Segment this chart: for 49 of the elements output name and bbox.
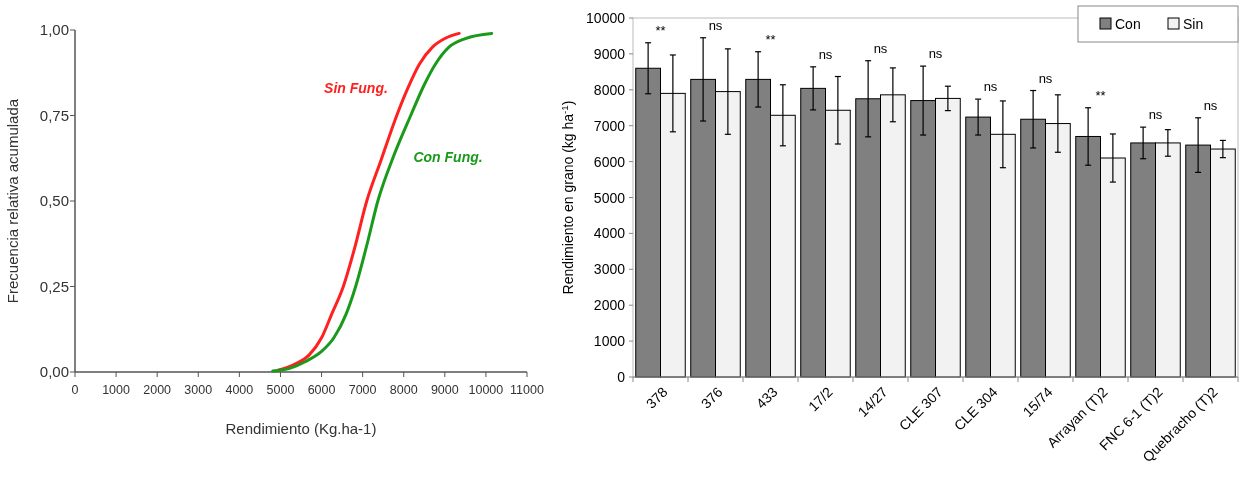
y-tick-label: 8000 — [593, 81, 626, 98]
annotation: ns — [983, 79, 998, 95]
y-tick-label: 5000 — [593, 189, 626, 206]
legend-label: Con — [1115, 16, 1141, 32]
x-tick-label: 8000 — [389, 383, 418, 397]
x-tick-label: 9000 — [430, 383, 459, 397]
x-tick-label: 3000 — [184, 383, 213, 397]
x-axis-title: Rendimiento (Kg.ha-1) — [225, 420, 377, 437]
y-tick-label: 7000 — [593, 117, 626, 134]
y-tick-label: 6000 — [593, 153, 626, 170]
x-tick-label: 6000 — [307, 383, 336, 397]
x-tick-label: 1000 — [102, 383, 131, 397]
y-tick-label: 3000 — [593, 261, 626, 278]
x-tick-label: 376 — [697, 383, 726, 412]
y-tick-label: 4000 — [593, 225, 626, 242]
y-tick-label: 0 — [617, 369, 626, 385]
y-tick-label: 0,50 — [39, 192, 69, 209]
annotation: ns — [1038, 70, 1053, 86]
y-tick-label: 2000 — [593, 297, 626, 314]
y-tick-label: 1000 — [593, 333, 626, 350]
series-label: Con Fung. — [413, 148, 483, 165]
annotation: ns — [873, 40, 888, 56]
annotation: ns — [818, 46, 833, 62]
annotation: ns — [1148, 107, 1163, 123]
x-tick-label: 433 — [752, 383, 781, 412]
x-tick-label: 5000 — [266, 383, 295, 397]
annotation: ** — [1095, 87, 1106, 103]
y-tick-label: 10000 — [586, 10, 626, 26]
x-tick-label: 378 — [642, 383, 671, 412]
y-tick-label: 0,25 — [39, 277, 69, 295]
legend-label: Sin — [1183, 16, 1204, 32]
x-tick-label: 2000 — [143, 383, 172, 397]
annotation: ns — [708, 17, 723, 33]
x-tick-label: 7000 — [348, 383, 377, 397]
y-tick-label: 0,00 — [39, 363, 69, 380]
annotation: ns — [928, 46, 943, 62]
annotation: ** — [765, 31, 776, 47]
line-series — [271, 31, 494, 373]
x-tick-label: 11000 — [510, 383, 544, 397]
y-axis-title: Frecuencia relativa acumulada — [4, 98, 21, 304]
x-tick-label: 10000 — [468, 383, 504, 397]
y-tick-label: 1,00 — [39, 21, 69, 38]
x-tick-label: 4000 — [225, 383, 254, 397]
series-label: Sin Fung. — [324, 80, 388, 97]
annotation: ** — [655, 22, 666, 38]
x-tick-label: 0 — [71, 383, 79, 397]
y-tick-label: 9000 — [593, 45, 626, 62]
y-tick-label: 0,75 — [39, 106, 69, 124]
annotation: ns — [1203, 97, 1218, 113]
